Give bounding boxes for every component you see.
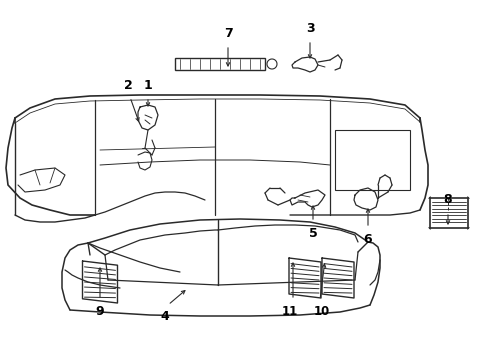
Text: 1: 1 (144, 79, 152, 92)
Text: 2: 2 (123, 79, 132, 92)
Text: 9: 9 (96, 305, 104, 318)
Text: 10: 10 (314, 305, 330, 318)
Bar (175, 58, 265, 70)
Text: 5: 5 (309, 227, 318, 240)
Text: 8: 8 (443, 193, 452, 206)
Text: 3: 3 (306, 22, 314, 35)
Bar (430, 198, 468, 228)
Text: 6: 6 (364, 233, 372, 246)
Text: 7: 7 (223, 27, 232, 40)
Bar (335, 130, 410, 190)
Text: 4: 4 (161, 310, 170, 323)
Text: 11: 11 (282, 305, 298, 318)
